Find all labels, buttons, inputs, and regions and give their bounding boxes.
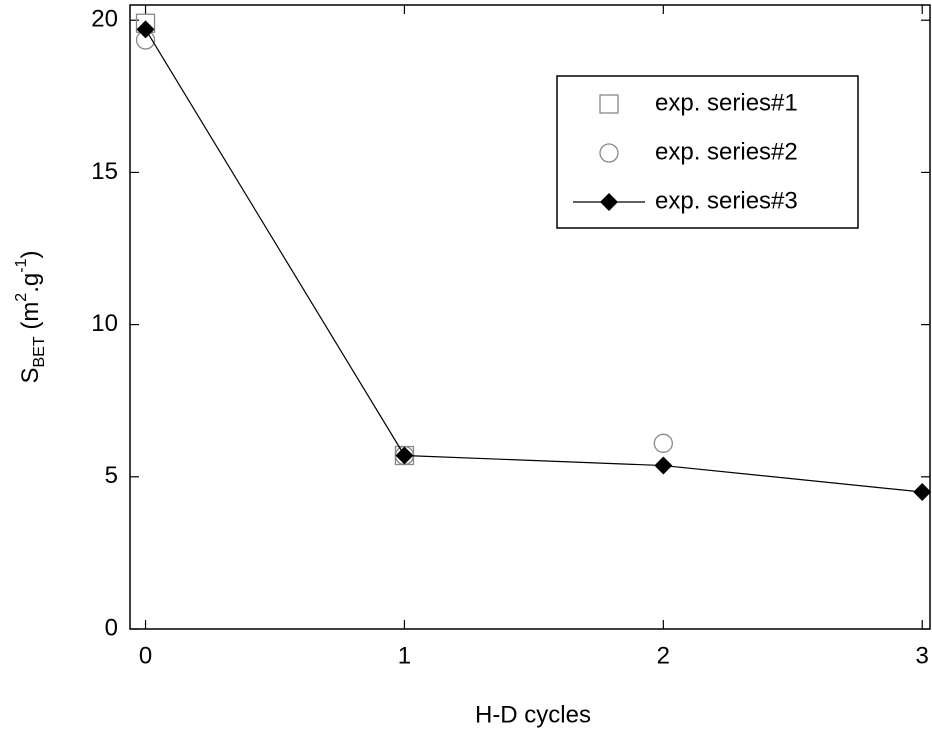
legend-label: exp. series#1 <box>655 89 798 116</box>
y-tick-label: 10 <box>91 310 118 337</box>
y-tick-label: 0 <box>105 614 118 641</box>
legend-marker <box>599 94 619 114</box>
y-axis-label: SBET (m2.g-1) <box>13 251 48 384</box>
y-axis-label-part: .g <box>17 273 44 293</box>
y-axis-label-part: (m <box>17 302 44 337</box>
marker-diamond <box>913 483 932 502</box>
x-tick-label: 1 <box>398 642 411 669</box>
x-tick-label: 3 <box>916 642 929 669</box>
y-tick-label: 5 <box>105 462 118 489</box>
series-line <box>145 29 923 493</box>
x-tick-label: 0 <box>139 642 152 669</box>
plot-frame <box>129 4 931 630</box>
legend-marker <box>599 143 619 163</box>
legend-label: exp. series#3 <box>655 187 798 214</box>
x-tick-label: 2 <box>657 642 670 669</box>
y-tick-label: 15 <box>91 158 118 185</box>
marker-diamond <box>136 20 155 39</box>
marker-diamond <box>395 446 414 465</box>
y-axis-label-part: 2 <box>13 293 30 302</box>
y-axis-label-part: -1 <box>13 258 30 272</box>
y-axis-label-part: ) <box>17 251 44 259</box>
y-tick-label: 20 <box>91 6 118 33</box>
x-axis-label: H-D cycles <box>475 701 591 728</box>
legend-marker <box>600 193 618 211</box>
y-axis-label-part: BET <box>31 336 48 367</box>
legend-label: exp. series#2 <box>655 138 798 165</box>
y-axis-label-part: S <box>17 367 44 383</box>
marker-circle <box>653 433 673 453</box>
marker-diamond <box>654 456 673 475</box>
